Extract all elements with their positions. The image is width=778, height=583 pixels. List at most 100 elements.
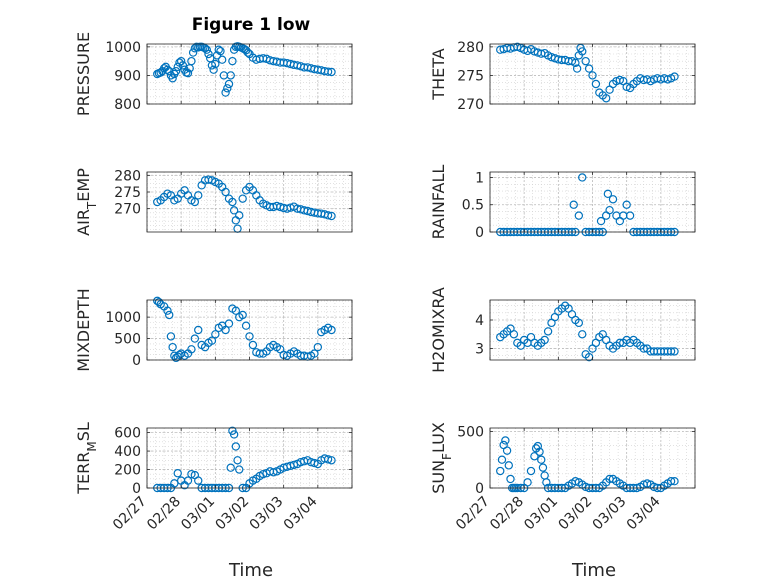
subplot-rainfall: 0 0.5 1 RAINFALL [429,165,696,241]
data-point [217,55,227,64]
data-point [615,75,625,85]
data-point [231,442,241,451]
data-point [526,466,536,476]
y-tick-label: 500 [457,424,484,440]
data-point [642,479,652,488]
data-point [176,56,186,66]
data-point [168,74,177,83]
data-point [168,342,177,352]
data-point [605,205,614,215]
data-point [163,306,172,315]
y-tick-label: 270 [457,97,484,113]
data-point [323,67,333,76]
data-point [187,56,196,66]
data-point [238,310,247,320]
data-point [226,463,235,472]
series-points [496,301,679,362]
data-point [523,478,532,487]
data-point [615,338,625,348]
y-tick-label: 0 [475,481,484,497]
data-point [207,336,217,345]
data-point [175,350,184,360]
y-tick-label: 200 [114,463,141,479]
data-point [327,325,336,335]
data-point [509,330,519,339]
data-point [574,211,584,220]
data-point [327,456,336,465]
data-point [204,49,213,59]
x-axis-label-right: Time [571,560,616,581]
y-tick-label: 4 [475,313,484,329]
data-point [171,66,181,76]
y-axis-label-0: PRESSURE [74,32,93,116]
y-tick-label: 275 [457,68,484,84]
data-point [226,71,235,80]
data-point [190,334,200,343]
data-point [178,61,188,70]
data-point [497,455,507,464]
data-point [622,200,631,209]
data-point [513,42,522,52]
subplot-mixdepth: 0 500 1000 MIXDEPTH [74,288,353,372]
data-point [578,47,587,56]
data-point [501,436,510,445]
data-point [578,173,587,182]
data-point [535,447,544,456]
data-point [504,461,513,470]
data-point [173,469,182,478]
data-point [214,45,223,54]
data-point [639,344,648,353]
data-point [243,48,252,57]
data-point [310,458,319,468]
y-axis-label-3: RAINFALL [429,165,448,240]
data-point [223,84,232,93]
figure-title: Figure 1 low [192,15,311,35]
data-point [596,216,606,226]
data-point [323,211,333,220]
data-point [194,476,203,485]
data-point [571,477,580,486]
series-points [496,42,679,103]
y-tick-label: 270 [114,202,141,218]
data-point [542,478,551,487]
data-point [670,72,679,81]
y-tick-label: 0 [132,481,141,497]
data-point [233,456,242,465]
data-point [258,469,268,479]
data-point [537,455,546,464]
y-tick-label: 0 [132,353,141,369]
data-point [211,330,220,339]
data-point [601,94,611,103]
data-point [625,211,635,220]
y-tick-label: 600 [114,426,141,442]
y-tick-label: 275 [114,185,141,201]
y-tick-label: 400 [114,444,141,460]
data-point [235,465,244,474]
series-points [153,42,336,97]
data-point [269,468,278,477]
data-point [313,342,323,352]
data-point [496,466,505,476]
data-point [194,325,203,335]
subplot-pressure: 800 900 1000 PRESSURE [74,32,353,116]
data-point [235,211,244,220]
data-point [202,45,211,54]
y-tick-label: 280 [457,40,484,56]
y-axis-label-1: THETA [429,48,448,100]
data-point [194,191,203,200]
subplot-theta: 270 275 280 THETA [429,40,696,113]
data-point [241,321,251,330]
y-tick-label: 900 [114,68,141,84]
data-point [663,75,672,84]
data-point [584,64,594,73]
data-point [530,452,539,461]
data-point [209,65,218,74]
data-point [228,197,237,207]
data-point [502,446,512,455]
data-point [608,195,618,204]
data-point [588,71,597,80]
data-point [221,325,230,335]
data-point [187,469,196,479]
data-point [666,347,676,356]
